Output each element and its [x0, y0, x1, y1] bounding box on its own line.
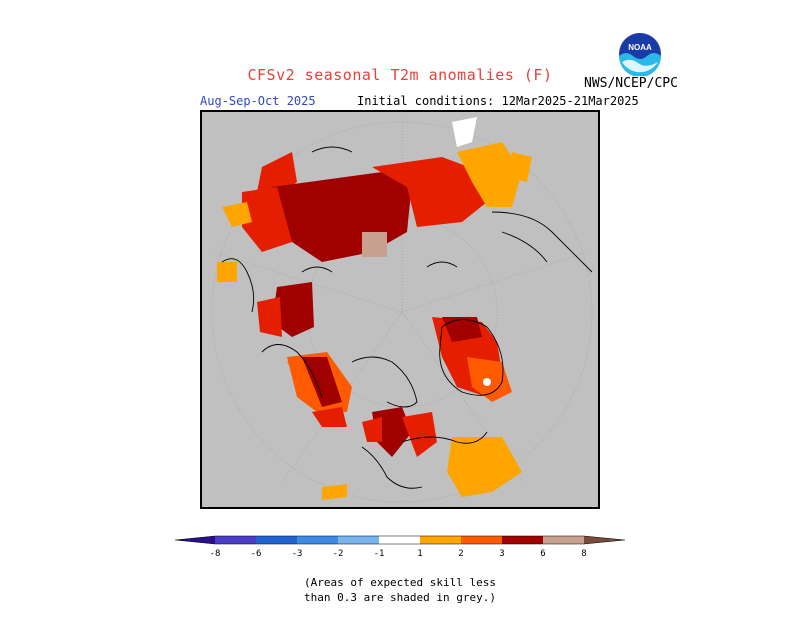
skill-footnote-line2: than 0.3 are shaded in grey.)	[303, 591, 497, 604]
map-title: CFSv2 seasonal T2m anomalies (F)	[247, 66, 553, 84]
noaa-logo-text: NOAA	[628, 43, 652, 52]
legend-swatch-2-3	[461, 536, 502, 544]
polar-anomaly-map	[200, 110, 600, 509]
legend-swatch-neg3-neg2	[297, 536, 338, 544]
legend-swatch-neg6-neg3	[256, 536, 297, 544]
legend-tick-label: -2	[333, 549, 344, 559]
agency-label: NWS/NCEP/CPC	[584, 76, 678, 91]
legend-colorbar: -8 -6 -3 -2 -1 1 2 3 6 8	[174, 535, 626, 559]
legend-swatch-neg1-1	[379, 536, 420, 544]
legend-tick-label: 6	[540, 549, 545, 559]
initial-conditions-label: Initial conditions: 12Mar2025-21Mar2025	[357, 94, 639, 108]
season-label: Aug-Sep-Oct 2025	[200, 94, 316, 108]
map-canvas	[211, 117, 593, 503]
legend-tick-label: 8	[581, 549, 586, 559]
legend-tick-label: 1	[417, 549, 422, 559]
legend-tick-label: 2	[458, 549, 463, 559]
legend-tick-label: -3	[292, 549, 303, 559]
legend-tick-label: -8	[210, 549, 221, 559]
legend-swatch-6-8	[543, 536, 584, 544]
legend-swatch-3-6	[502, 536, 543, 544]
anomaly-eurasia	[217, 117, 532, 282]
legend-swatch-lt-neg8	[175, 536, 215, 544]
legend-swatch-neg2-neg1	[338, 536, 379, 544]
legend-swatch-gt-8	[584, 536, 625, 544]
legend-tick-label: -1	[374, 549, 385, 559]
anomaly-canada	[322, 407, 522, 500]
legend-tick-label: -6	[251, 549, 262, 559]
anomaly-greenland	[432, 317, 512, 402]
anomaly-siberia-east	[287, 352, 352, 427]
anomaly-europe	[257, 282, 327, 382]
legend-tick-label: 3	[499, 549, 504, 559]
legend-swatch-neg8-neg6	[215, 536, 256, 544]
noaa-logo-icon: NOAA	[619, 33, 661, 76]
coastlines	[221, 146, 593, 489]
legend-swatch-1-2	[420, 536, 461, 544]
skill-footnote-line1: (Areas of expected skill less	[303, 576, 497, 589]
